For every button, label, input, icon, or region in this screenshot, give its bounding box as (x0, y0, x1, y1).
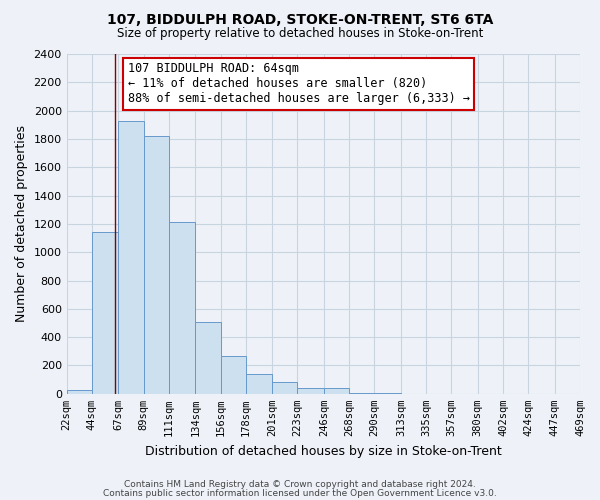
Text: Contains public sector information licensed under the Open Government Licence v3: Contains public sector information licen… (103, 489, 497, 498)
Text: Contains HM Land Registry data © Crown copyright and database right 2024.: Contains HM Land Registry data © Crown c… (124, 480, 476, 489)
Text: 107, BIDDULPH ROAD, STOKE-ON-TRENT, ST6 6TA: 107, BIDDULPH ROAD, STOKE-ON-TRENT, ST6 … (107, 12, 493, 26)
Bar (246, 374, 272, 394)
X-axis label: Distribution of detached houses by size in Stoke-on-Trent: Distribution of detached houses by size … (145, 444, 502, 458)
Bar (169, 222, 195, 394)
Bar (324, 388, 349, 394)
Bar (298, 388, 324, 394)
Text: Size of property relative to detached houses in Stoke-on-Trent: Size of property relative to detached ho… (117, 28, 483, 40)
Text: 107 BIDDULPH ROAD: 64sqm
← 11% of detached houses are smaller (820)
88% of semi-: 107 BIDDULPH ROAD: 64sqm ← 11% of detach… (128, 62, 470, 106)
Bar (118, 120, 143, 394)
Bar (349, 393, 374, 394)
Y-axis label: Number of detached properties: Number of detached properties (15, 126, 28, 322)
Bar (195, 322, 221, 394)
Bar (272, 382, 298, 394)
Bar (92, 232, 118, 394)
Bar (374, 393, 401, 394)
Bar (143, 136, 169, 394)
Bar (67, 390, 92, 394)
Bar (221, 356, 246, 394)
